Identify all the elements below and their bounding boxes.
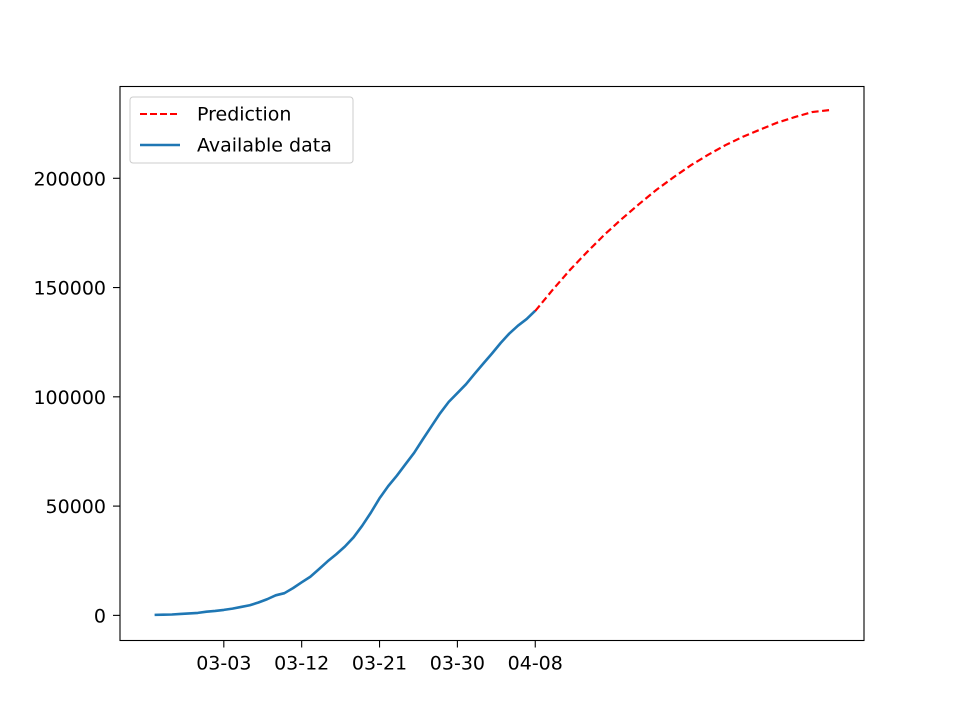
x-axis: 03-03 03-12 03-21 03-30 04-08 xyxy=(196,640,563,675)
y-axis: 0 50000 100000 150000 200000 xyxy=(33,168,120,627)
y-tick-label: 200000 xyxy=(33,168,106,190)
x-tick-label: 03-12 xyxy=(274,653,329,675)
x-tick-label: 04-08 xyxy=(508,653,563,675)
y-tick-label: 0 xyxy=(94,605,106,627)
legend-label-prediction: Prediction xyxy=(197,104,291,126)
series-line-available-data xyxy=(154,309,537,617)
y-tick-label: 150000 xyxy=(33,278,106,300)
legend-label-available-data: Available data xyxy=(197,135,332,157)
y-tick-label: 100000 xyxy=(33,387,106,409)
y-tick-label: 50000 xyxy=(46,496,106,518)
x-tick-label: 03-21 xyxy=(352,653,407,675)
legend: Prediction Available data xyxy=(129,96,354,164)
legend-box xyxy=(129,96,354,164)
axes-frame xyxy=(119,85,865,642)
series-line-prediction xyxy=(534,109,830,312)
plot-area xyxy=(154,109,830,617)
x-tick-label: 03-30 xyxy=(430,653,485,675)
x-tick-label: 03-03 xyxy=(196,653,251,675)
